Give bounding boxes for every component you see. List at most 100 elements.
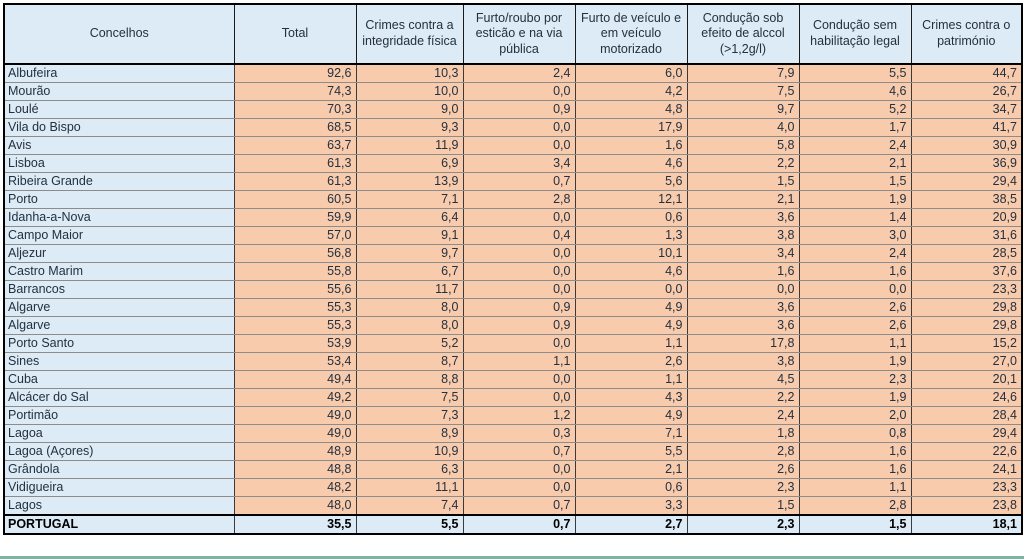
table-row: Idanha-a-Nova 59,9 6,4 0,0 0,6 3,6 1,4 20,9: [3, 208, 1023, 227]
value-cell: 20,9: [910, 208, 1023, 227]
value-cell: 2,3: [798, 370, 912, 389]
column-header: Condução sob efeito de alccol (>1,2g/l): [686, 3, 800, 65]
value-cell: 8,7: [355, 352, 464, 371]
value-cell: 0,7: [462, 442, 576, 461]
value-cell: 0,0: [462, 370, 576, 389]
table-row: Cuba 49,4 8,8 0,0 1,1 4,5 2,3 20,1: [3, 370, 1023, 389]
value-cell: 2,4: [798, 136, 912, 155]
value-cell: 1,1: [798, 334, 912, 353]
concelho-name-cell: Cuba: [3, 370, 235, 389]
value-cell: 31,6: [910, 226, 1023, 245]
value-cell: 0,0: [462, 262, 576, 281]
value-cell: 1,1: [798, 478, 912, 497]
value-cell: 23,8: [910, 496, 1023, 516]
value-cell: 29,4: [910, 172, 1023, 191]
value-cell: 17,8: [686, 334, 800, 353]
value-cell: 27,0: [910, 352, 1023, 371]
value-cell: 5,6: [574, 172, 688, 191]
value-cell: 36,9: [910, 154, 1023, 173]
table-row: Lagoa 49,0 8,9 0,3 7,1 1,8 0,8 29,4: [3, 424, 1023, 443]
concelho-name-cell: Aljezur: [3, 244, 235, 263]
value-cell: 2,6: [686, 460, 800, 479]
value-cell: 26,7: [910, 82, 1023, 101]
value-cell: 1,5: [686, 172, 800, 191]
value-cell: 0,0: [462, 136, 576, 155]
table-row: Grândola 48,8 6,3 0,0 2,1 2,6 1,6 24,1: [3, 460, 1023, 479]
value-cell: 30,9: [910, 136, 1023, 155]
value-cell: 9,0: [355, 100, 464, 119]
concelho-name-cell: Sines: [3, 352, 235, 371]
value-cell: 9,3: [355, 118, 464, 137]
table-row: Campo Maior 57,0 9,1 0,4 1,3 3,8 3,0 31,6: [3, 226, 1023, 245]
value-cell: 23,3: [910, 280, 1023, 299]
portugal-total-row: PORTUGAL 35,5 5,5 0,7 2,7 2,3 1,5 18,1: [3, 514, 1023, 535]
column-header: Crimes contra a integridade física: [355, 3, 464, 65]
value-cell: 8,9: [355, 424, 464, 443]
value-cell: 2,2: [686, 388, 800, 407]
table-row: Albufeira 92,6 10,3 2,4 6,0 7,9 5,5 44,7: [3, 63, 1023, 83]
value-cell: 59,9: [233, 208, 357, 227]
value-cell: 1,6: [798, 460, 912, 479]
value-cell: 0,0: [462, 460, 576, 479]
table-row: Algarve 55,3 8,0 0,9 4,9 3,6 2,6 29,8: [3, 316, 1023, 335]
value-cell: 4,2: [574, 82, 688, 101]
value-cell: 24,1: [910, 460, 1023, 479]
value-cell: 61,3: [233, 172, 357, 191]
crime-rate-table: Concelhos Total Crimes contra a integridad…: [3, 3, 1023, 535]
value-cell: 4,6: [574, 262, 688, 281]
column-header: Furto de veículo e em veículo motorizado: [574, 3, 688, 65]
value-cell: 1,5: [798, 172, 912, 191]
value-cell: 1,1: [574, 370, 688, 389]
value-cell: 0,0: [462, 280, 576, 299]
value-cell: 0,0: [462, 118, 576, 137]
concelho-name-cell: Campo Maior: [3, 226, 235, 245]
value-cell: 7,4: [355, 496, 464, 516]
value-cell: 2,8: [686, 442, 800, 461]
value-cell: 1,1: [462, 352, 576, 371]
value-cell: 7,5: [355, 388, 464, 407]
value-cell: 0,4: [462, 226, 576, 245]
value-cell: 0,0: [462, 478, 576, 497]
value-cell: 6,7: [355, 262, 464, 281]
value-cell: 11,7: [355, 280, 464, 299]
portugal-value-cell: 18,1: [910, 514, 1023, 535]
value-cell: 10,3: [355, 63, 464, 83]
concelho-name-cell: Vila do Bispo: [3, 118, 235, 137]
value-cell: 0,9: [462, 298, 576, 317]
table-row: Portimão 49,0 7,3 1,2 4,9 2,4 2,0 28,4: [3, 406, 1023, 425]
value-cell: 2,1: [798, 154, 912, 173]
value-cell: 4,3: [574, 388, 688, 407]
value-cell: 10,0: [355, 82, 464, 101]
value-cell: 4,9: [574, 316, 688, 335]
concelho-name-cell: Barrancos: [3, 280, 235, 299]
value-cell: 2,4: [798, 244, 912, 263]
value-cell: 5,8: [686, 136, 800, 155]
value-cell: 4,6: [798, 82, 912, 101]
value-cell: 5,2: [798, 100, 912, 119]
column-header: Crimes contra o património: [910, 3, 1023, 65]
value-cell: 3,6: [686, 298, 800, 317]
table-row: Lagos 48,0 7,4 0,7 3,3 1,5 2,8 23,8: [3, 496, 1023, 516]
value-cell: 7,3: [355, 406, 464, 425]
value-cell: 2,1: [686, 190, 800, 209]
concelho-name-cell: Lisboa: [3, 154, 235, 173]
value-cell: 6,9: [355, 154, 464, 173]
value-cell: 63,7: [233, 136, 357, 155]
value-cell: 48,9: [233, 442, 357, 461]
value-cell: 12,1: [574, 190, 688, 209]
column-header: Total: [233, 3, 357, 65]
concelho-name-cell: Vidigueira: [3, 478, 235, 497]
value-cell: 74,3: [233, 82, 357, 101]
table-row: Algarve 55,3 8,0 0,9 4,9 3,6 2,6 29,8: [3, 298, 1023, 317]
value-cell: 7,1: [355, 190, 464, 209]
table-row: Mourão 74,3 10,0 0,0 4,2 7,5 4,6 26,7: [3, 82, 1023, 101]
table-body: Albufeira 92,6 10,3 2,4 6,0 7,9 5,5 44,7 Mourão 7…: [3, 63, 1023, 516]
table-row: Ribeira Grande 61,3 13,9 0,7 5,6 1,5 1,5 29,4: [3, 172, 1023, 191]
value-cell: 4,9: [574, 298, 688, 317]
value-cell: 2,8: [798, 496, 912, 516]
value-cell: 3,0: [798, 226, 912, 245]
value-cell: 2,6: [798, 298, 912, 317]
value-cell: 0,0: [462, 244, 576, 263]
value-cell: 49,4: [233, 370, 357, 389]
